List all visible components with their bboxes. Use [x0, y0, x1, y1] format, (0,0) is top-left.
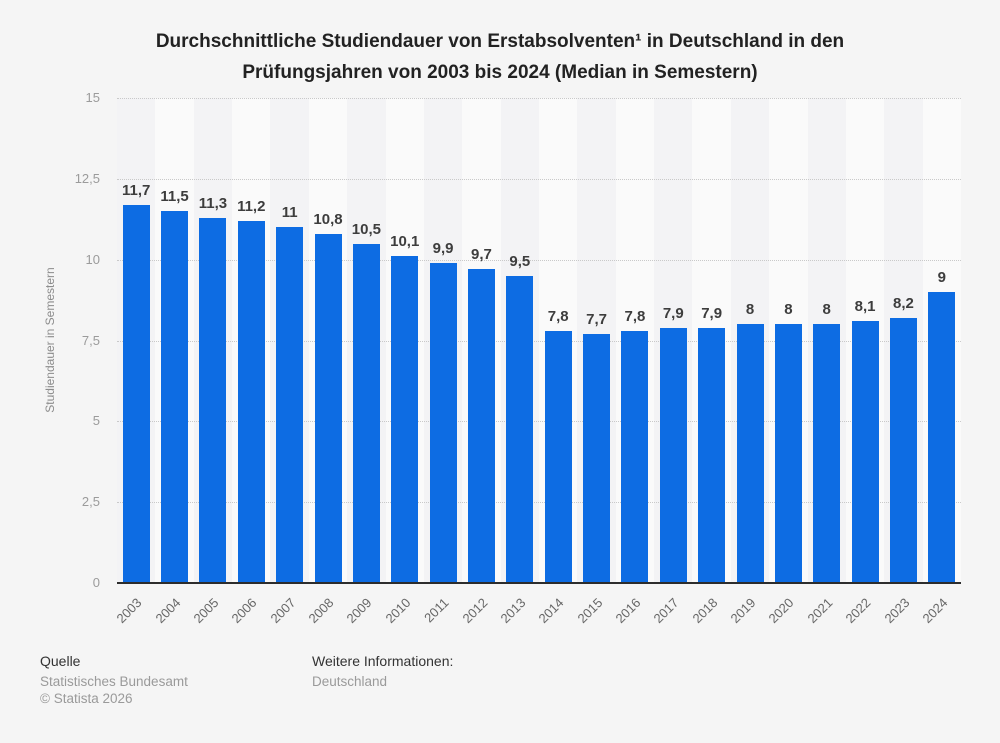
source-label: Quelle [40, 653, 81, 669]
x-axis-tick-label: 2008 [305, 595, 337, 627]
bar-value-label: 7,8 [547, 307, 569, 325]
gridline [117, 340, 961, 342]
bar-value-label: 7,9 [701, 304, 723, 322]
bar-value-label: 9,7 [471, 246, 492, 264]
y-axis-tick-label: 5 [92, 413, 100, 429]
x-axis-tick-label: 2016 [612, 595, 644, 627]
x-axis-tick-label: 2014 [535, 595, 567, 627]
gridline [117, 98, 961, 99]
bar-2010[interactable] [391, 256, 419, 583]
y-axis-tick-label: 2,5 [81, 494, 100, 510]
gridline [117, 178, 961, 180]
bar-value-label: 9,9 [432, 239, 454, 257]
bar-2018[interactable] [698, 327, 726, 583]
bar-2012[interactable] [467, 269, 495, 583]
bar-2021[interactable] [813, 324, 841, 583]
bar-2011[interactable] [429, 262, 457, 583]
x-axis-tick-label: 2021 [804, 595, 836, 627]
chart-title: Durchschnittliche Studiendauer von Ersta… [0, 26, 1000, 88]
bar-2022[interactable] [851, 321, 879, 583]
bar-2005[interactable] [199, 217, 227, 583]
chart-title-line2: Prüfungsjahren von 2003 bis 2024 (Median… [242, 62, 758, 83]
bar-value-label: 8 [784, 301, 793, 319]
x-axis-tick-label: 2019 [727, 595, 759, 627]
x-axis-tick-label: 2020 [765, 595, 797, 627]
bar-2006[interactable] [237, 220, 265, 583]
bar-value-label: 10,5 [351, 220, 381, 238]
bar-2015[interactable] [583, 334, 611, 583]
bar-2016[interactable] [621, 330, 649, 583]
bar-2009[interactable] [352, 243, 380, 583]
info-block: Weitere Informationen: Deutschland [312, 653, 453, 690]
bar-2023[interactable] [889, 317, 917, 583]
x-axis-tick-label: 2023 [881, 595, 913, 627]
bar-2004[interactable] [161, 211, 189, 583]
y-axis-tick-label: 12,5 [74, 170, 100, 186]
bar-2019[interactable] [736, 324, 764, 583]
bar-value-label: 11 [281, 204, 298, 222]
bar-value-label: 7,8 [624, 307, 646, 325]
bar-value-label: 8 [822, 301, 831, 319]
x-axis-tick-label: 2013 [497, 595, 529, 627]
source-block: Quelle Statistisches Bundesamt © Statist… [40, 653, 188, 707]
x-axis-tick-label: 2005 [190, 595, 222, 627]
bar-value-label: 8,1 [854, 298, 876, 316]
chart-title-line1: Durchschnittliche Studiendauer von Ersta… [155, 31, 845, 52]
y-axis-tick-label: 0 [92, 575, 100, 590]
x-axis-tick-label: 2018 [689, 595, 721, 627]
bar-value-label: 9,5 [509, 252, 531, 270]
x-axis-tick-label: 2022 [842, 595, 874, 627]
bar-2014[interactable] [544, 330, 572, 583]
y-axis-tick-label: 10 [85, 251, 100, 267]
bar-2017[interactable] [659, 327, 687, 583]
x-axis-labels: 2003 2004 2005 2006 2007 2008 2009 2010 2011 2012… [113, 583, 961, 643]
plot-area: 11,7 11,5 11,3 11,2 11 10,8 10,5 10,1 9,9 9,7 9,5 7… [114, 98, 961, 626]
bar-value-label: 8 [745, 301, 755, 319]
bar-value-label: 7,7 [586, 311, 607, 329]
x-axis-tick-label: 2006 [228, 595, 260, 627]
x-axis-tick-label: 2003 [113, 595, 145, 627]
gridline [117, 502, 961, 504]
bar-value-label: 11,3 [198, 194, 228, 212]
bar-value-label: 10,8 [313, 210, 343, 228]
x-axis-tick-label: 2004 [152, 595, 184, 627]
bar-value-label: 10,1 [390, 233, 420, 251]
x-axis-tick-label: 2011 [421, 595, 452, 626]
x-axis-tick-label: 2017 [650, 595, 682, 627]
bar-2008[interactable] [314, 233, 342, 583]
bar-2024[interactable] [928, 292, 956, 583]
x-axis-tick-label: 2012 [459, 595, 491, 627]
bar-value-label: 8,2 [893, 294, 914, 312]
gridline [117, 421, 961, 423]
info-label: Weitere Informationen: [312, 653, 454, 669]
bar-value-label: 11,5 [160, 188, 189, 206]
bar-value-label: 11,2 [237, 197, 266, 215]
x-axis-tick-label: 2007 [267, 595, 299, 627]
x-axis-tick-label: 2024 [919, 595, 951, 627]
y-axis-tick-label: 7,5 [81, 332, 100, 348]
y-axis-tick-label: 15 [85, 90, 100, 105]
gridline [117, 259, 961, 261]
bar-2020[interactable] [774, 324, 802, 583]
bar-2007[interactable] [276, 227, 304, 583]
copyright-notice: © Statista 2026 [40, 691, 133, 706]
bar-2013[interactable] [506, 275, 534, 583]
bar-2003[interactable] [122, 204, 150, 583]
info-region[interactable]: Deutschland [312, 674, 388, 689]
x-axis-tick-label: 2015 [574, 595, 606, 627]
x-axis-baseline [117, 582, 961, 584]
x-axis-tick-label: 2010 [382, 595, 414, 627]
bar-value-label: 11,7 [121, 181, 151, 199]
bar-value-label: 7,9 [662, 304, 684, 322]
bar-value-label: 9 [937, 269, 946, 286]
source-name[interactable]: Statistisches Bundesamt [40, 674, 188, 689]
x-axis-tick-label: 2009 [343, 595, 375, 627]
